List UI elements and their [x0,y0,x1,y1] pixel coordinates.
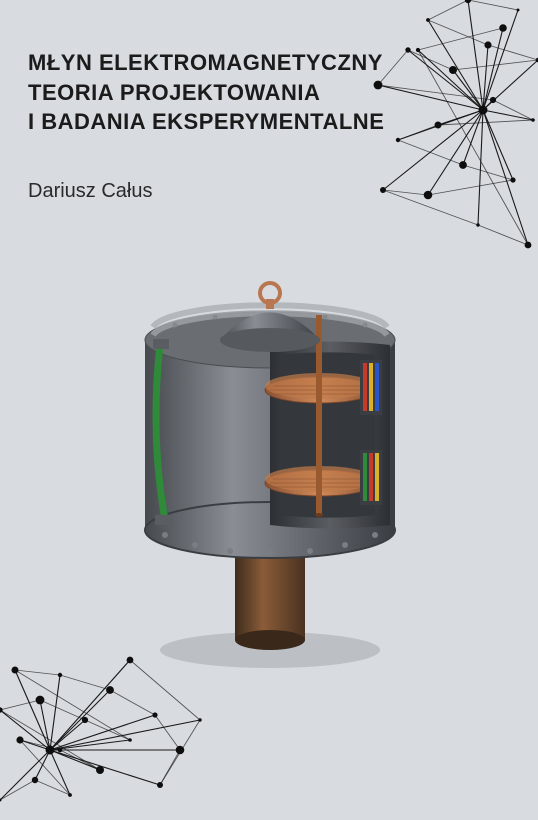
title-line-1: MŁYN ELEKTROMAGNETYCZNY [28,48,384,78]
book-title: MŁYN ELEKTROMAGNETYCZNY TEORIA PROJEKTOW… [28,48,384,137]
title-line-2: TEORIA PROJEKTOWANIA [28,78,384,108]
title-line-3: I BADANIA EKSPERYMENTALNE [28,107,384,137]
electromagnetic-mill-diagram [105,255,435,675]
author-name: Dariusz Całus [28,180,152,203]
